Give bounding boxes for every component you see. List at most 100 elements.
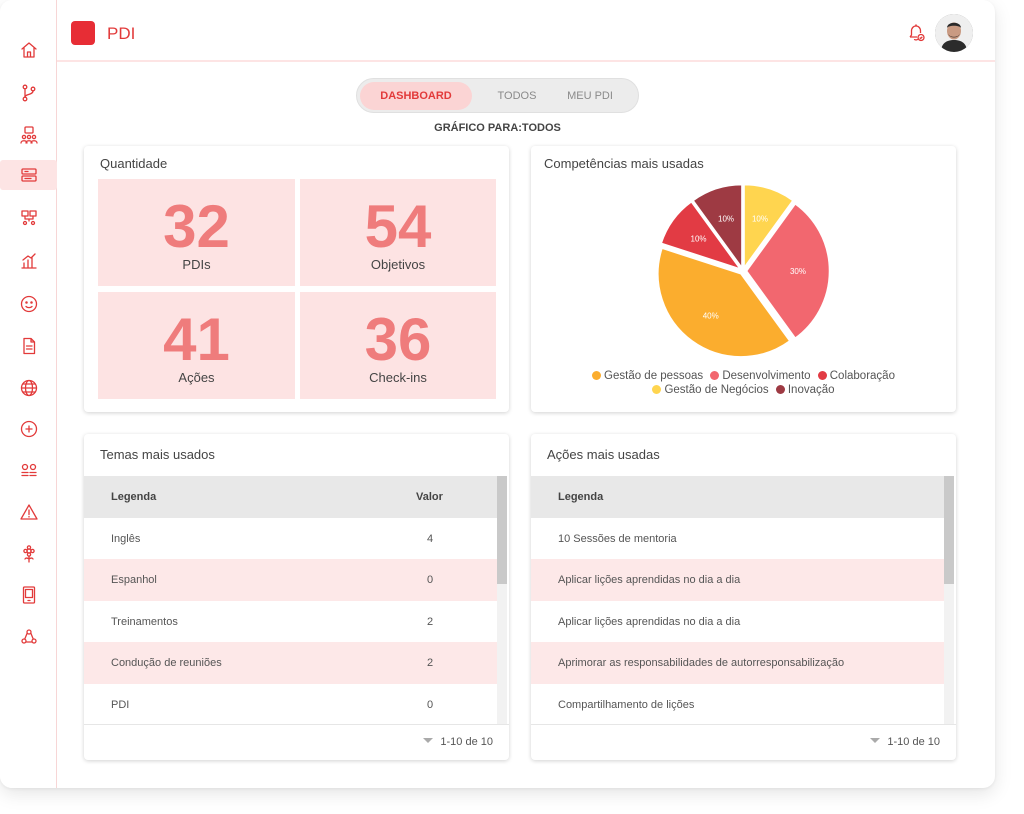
cell-legenda: Condução de reuniões — [111, 657, 222, 669]
pie-slice-label: 10% — [691, 235, 707, 244]
scrollbar-thumb[interactable] — [497, 476, 507, 584]
kpi-label: Ações — [178, 370, 215, 385]
cell-valor: 0 — [427, 699, 434, 711]
sidebar-item-warning[interactable] — [10, 497, 47, 527]
view-tabs: DASHBOARD TODOS MEU PDI — [356, 78, 639, 113]
pagination[interactable]: 1-10 de 10 — [870, 736, 940, 748]
pie-slice[interactable] — [660, 200, 743, 271]
sidebar-item-branch[interactable] — [10, 78, 47, 108]
tab-dashboard[interactable]: DASHBOARD — [360, 82, 472, 110]
column-header-valor[interactable]: Valor — [416, 491, 443, 503]
legend-item-gestao-pessoas[interactable]: Gestão de pessoas — [592, 370, 703, 382]
sidebar-item-target[interactable] — [10, 414, 47, 444]
sidebar-item-recycle[interactable] — [10, 622, 47, 652]
kpi-value: 36 — [364, 306, 432, 373]
tab-meu-pdi[interactable]: MEU PDI — [567, 90, 613, 102]
legend-item-inovacao[interactable]: Inovação — [775, 384, 835, 396]
flower-icon — [22, 545, 35, 563]
sidebar-item-dashboard[interactable] — [0, 160, 57, 190]
table-row[interactable]: Condução de reuniões 2 — [84, 642, 497, 684]
pie-slice[interactable] — [745, 202, 831, 340]
scrollbar-track[interactable] — [497, 476, 507, 724]
cell-legenda: PDI — [111, 699, 130, 711]
acoes-card: Ações mais usadas Legenda 10 Sessões de … — [531, 434, 956, 760]
sidebar-item-globe[interactable] — [10, 373, 47, 403]
pagination[interactable]: 1-10 de 10 — [423, 736, 493, 748]
pie-slice-label: 10% — [718, 215, 734, 224]
table-row[interactable]: Treinamentos 2 — [84, 601, 497, 643]
divider — [84, 724, 509, 725]
table-row[interactable]: Compartilhamento de lições — [531, 684, 944, 726]
tab-todos[interactable]: TODOS — [497, 90, 537, 102]
pie-legend: Gestão de pessoas Desenvolvimento Colabo… — [531, 369, 956, 383]
scrollbar-thumb[interactable] — [944, 476, 954, 584]
bell-icon — [909, 24, 925, 42]
pagination-label: 1-10 de 10 — [440, 736, 493, 748]
app-title: PDI — [107, 24, 136, 43]
sidebar-item-smiley[interactable] — [10, 289, 47, 319]
smiley-icon — [20, 295, 37, 313]
legend-item-desenvolvimento[interactable]: Desenvolvimento — [710, 370, 811, 382]
chevron-down-icon[interactable] — [870, 738, 881, 743]
cell-legenda: Inglês — [111, 533, 141, 545]
sidebar-item-flower[interactable] — [10, 539, 47, 569]
people-icon — [19, 126, 38, 144]
dashboard-icon — [20, 168, 37, 182]
pagination-label: 1-10 de 10 — [887, 736, 940, 748]
legend-item-colaboracao[interactable]: Colaboração — [817, 370, 895, 382]
table-row[interactable]: Espanhol 0 — [84, 559, 497, 601]
user-avatar[interactable] — [935, 14, 973, 52]
sidebar-item-home[interactable] — [10, 35, 47, 65]
sidebar — [0, 0, 57, 788]
cell-legenda: Aprimorar as responsabilidades de autorr… — [558, 657, 845, 669]
sidebar-item-tablet[interactable] — [10, 580, 47, 610]
sidebar-item-org-chart[interactable] — [10, 203, 47, 233]
cell-valor: 2 — [427, 616, 434, 628]
warning-icon — [19, 504, 38, 520]
chevron-down-icon[interactable] — [423, 738, 434, 743]
pie-slice[interactable] — [657, 247, 791, 358]
sidebar-item-chart-hand[interactable] — [10, 246, 47, 276]
table-row[interactable]: Aplicar lições aprendidas no dia a dia — [531, 601, 944, 643]
sidebar-item-people[interactable] — [10, 120, 47, 150]
sidebar-item-document[interactable] — [10, 331, 47, 361]
legend-item-gestao-negocios[interactable]: Gestão de Negócios — [652, 384, 769, 396]
cell-legenda: Espanhol — [111, 574, 157, 586]
recycle-icon — [20, 629, 37, 644]
kpi-check-ins: 36 Check-ins — [300, 292, 496, 399]
cell-legenda: Treinamentos — [111, 616, 178, 628]
divider — [531, 724, 956, 725]
quantidade-card: Quantidade 32 PDIs 54 Objetivos 41 Ações… — [84, 146, 509, 412]
kpi-value: 32 — [163, 193, 230, 260]
kpi-objetivos: 54 Objetivos — [300, 179, 496, 286]
cell-legenda: Aplicar lições aprendidas no dia a dia — [558, 616, 741, 628]
kpi-pdis: 32 PDIs — [98, 179, 295, 286]
pie-slice[interactable] — [692, 183, 743, 270]
document-icon — [22, 337, 35, 355]
table-row[interactable]: 10 Sessões de mentoria — [531, 518, 944, 560]
table-row[interactable]: Inglês 4 — [84, 518, 497, 560]
pie-slice[interactable] — [743, 183, 794, 270]
scrollbar-track[interactable] — [944, 476, 954, 724]
temas-card: Temas mais usados Legenda Valor Inglês 4… — [84, 434, 509, 760]
kpi-acoes: 41 Ações — [98, 292, 295, 399]
notification-bell-button[interactable] — [905, 22, 927, 44]
sidebar-item-checklist[interactable] — [10, 455, 47, 485]
home-icon — [20, 42, 37, 58]
cell-legenda: 10 Sessões de mentoria — [558, 533, 677, 545]
cell-legenda: Compartilhamento de lições — [558, 699, 695, 711]
competencias-pie-chart: 10% 30% 40% 10% 10% — [657, 183, 831, 358]
column-header-legenda[interactable]: Legenda — [558, 491, 604, 503]
table-header: Legenda — [531, 476, 944, 518]
card-title: Competências mais usadas — [544, 156, 704, 171]
graph-for-label: GRÁFICO PARA:TODOS — [434, 122, 561, 134]
globe-icon — [20, 379, 37, 397]
cell-legenda: Aplicar lições aprendidas no dia a dia — [558, 574, 741, 586]
branch-icon — [22, 84, 35, 102]
table-row[interactable]: PDI 0 — [84, 684, 497, 726]
table-row[interactable]: Aplicar lições aprendidas no dia a dia — [531, 559, 944, 601]
column-header-legenda[interactable]: Legenda — [111, 491, 157, 503]
competencias-card: Competências mais usadas 10% 30% 40% 10% 10%… — [531, 146, 956, 412]
table-row[interactable]: Aprimorar as responsabilidades de autorr… — [531, 642, 944, 684]
card-title: Quantidade — [100, 156, 168, 171]
